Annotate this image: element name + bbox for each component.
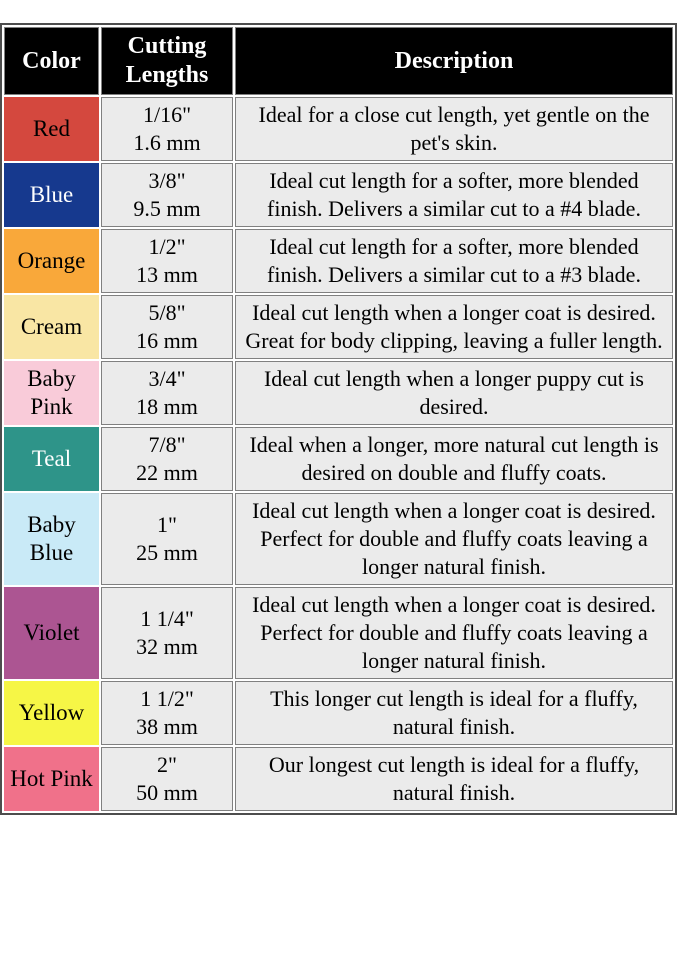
cutting-length-cell: 1" 25 mm — [101, 493, 233, 585]
page-background: Color Cutting Lengths Description Red 1/1… — [0, 23, 678, 960]
table-row: Violet 1 1/4" 32 mm Ideal cut length when a… — [4, 587, 673, 679]
column-header-cutting-lengths: Cutting Lengths — [101, 27, 233, 95]
length-millimeters: 13 mm — [136, 262, 198, 287]
table-row: Yellow 1 1/2" 38 mm This longer cut length … — [4, 681, 673, 745]
cutting-length-cell: 2" 50 mm — [101, 747, 233, 811]
length-millimeters: 32 mm — [136, 634, 198, 659]
length-millimeters: 38 mm — [136, 714, 198, 739]
description-cell: Our longest cut length is ideal for a fl… — [235, 747, 673, 811]
length-inches: 1" — [157, 512, 177, 537]
comb-length-table: Color Cutting Lengths Description Red 1/1… — [0, 23, 677, 815]
column-header-description: Description — [235, 27, 673, 95]
description-cell: Ideal when a longer, more natural cut le… — [235, 427, 673, 491]
table-row: Orange 1/2" 13 mm Ideal cut length for a so… — [4, 229, 673, 293]
length-inches: 2" — [157, 752, 177, 777]
color-swatch-cell: Violet — [4, 587, 99, 679]
length-inches: 7/8" — [148, 432, 186, 457]
cutting-length-cell: 1 1/2" 38 mm — [101, 681, 233, 745]
description-cell: Ideal cut length for a softer, more blen… — [235, 163, 673, 227]
cutting-length-cell: 1/16" 1.6 mm — [101, 97, 233, 161]
cutting-length-cell: 7/8" 22 mm — [101, 427, 233, 491]
cutting-length-cell: 3/4" 18 mm — [101, 361, 233, 425]
color-swatch-cell: Baby Blue — [4, 493, 99, 585]
table-row: Baby Pink 3/4" 18 mm Ideal cut length when … — [4, 361, 673, 425]
color-swatch-cell: Cream — [4, 295, 99, 359]
color-swatch-cell: Blue — [4, 163, 99, 227]
table-row: Hot Pink 2" 50 mm Our longest cut length is… — [4, 747, 673, 811]
length-inches: 3/8" — [148, 168, 186, 193]
color-swatch-cell: Orange — [4, 229, 99, 293]
color-swatch-cell: Red — [4, 97, 99, 161]
length-millimeters: 9.5 mm — [133, 196, 201, 221]
table-row: Teal 7/8" 22 mm Ideal when a longer, more n… — [4, 427, 673, 491]
length-inches: 3/4" — [148, 366, 186, 391]
description-cell: Ideal cut length for a softer, more blen… — [235, 229, 673, 293]
length-millimeters: 22 mm — [136, 460, 198, 485]
color-swatch-cell: Teal — [4, 427, 99, 491]
length-inches: 1 1/4" — [140, 606, 194, 631]
cutting-length-cell: 1/2" 13 mm — [101, 229, 233, 293]
length-inches: 1 1/2" — [140, 686, 194, 711]
color-swatch-cell: Yellow — [4, 681, 99, 745]
table-row: Blue 3/8" 9.5 mm Ideal cut length for a sof… — [4, 163, 673, 227]
description-cell: Ideal cut length when a longer puppy cut… — [235, 361, 673, 425]
column-header-color: Color — [4, 27, 99, 95]
color-swatch-cell: Baby Pink — [4, 361, 99, 425]
length-inches: 1/2" — [148, 234, 186, 259]
table-row: Cream 5/8" 16 mm Ideal cut length when a lo… — [4, 295, 673, 359]
length-millimeters: 50 mm — [136, 780, 198, 805]
table-row: Baby Blue 1" 25 mm Ideal cut length when a … — [4, 493, 673, 585]
length-inches: 5/8" — [148, 300, 186, 325]
cutting-length-cell: 5/8" 16 mm — [101, 295, 233, 359]
table-row: Red 1/16" 1.6 mm Ideal for a close cut leng… — [4, 97, 673, 161]
cutting-length-cell: 1 1/4" 32 mm — [101, 587, 233, 679]
table-header-row: Color Cutting Lengths Description — [4, 27, 673, 95]
description-cell: Ideal cut length when a longer coat is d… — [235, 493, 673, 585]
length-millimeters: 1.6 mm — [133, 130, 201, 155]
cutting-length-cell: 3/8" 9.5 mm — [101, 163, 233, 227]
description-cell: Ideal cut length when a longer coat is d… — [235, 295, 673, 359]
description-cell: This longer cut length is ideal for a fl… — [235, 681, 673, 745]
color-swatch-cell: Hot Pink — [4, 747, 99, 811]
description-cell: Ideal cut length when a longer coat is d… — [235, 587, 673, 679]
length-millimeters: 18 mm — [136, 394, 198, 419]
length-millimeters: 16 mm — [136, 328, 198, 353]
length-inches: 1/16" — [142, 102, 192, 127]
length-millimeters: 25 mm — [136, 540, 198, 565]
table-body: Red 1/16" 1.6 mm Ideal for a close cut leng… — [4, 97, 673, 811]
description-cell: Ideal for a close cut length, yet gentle… — [235, 97, 673, 161]
